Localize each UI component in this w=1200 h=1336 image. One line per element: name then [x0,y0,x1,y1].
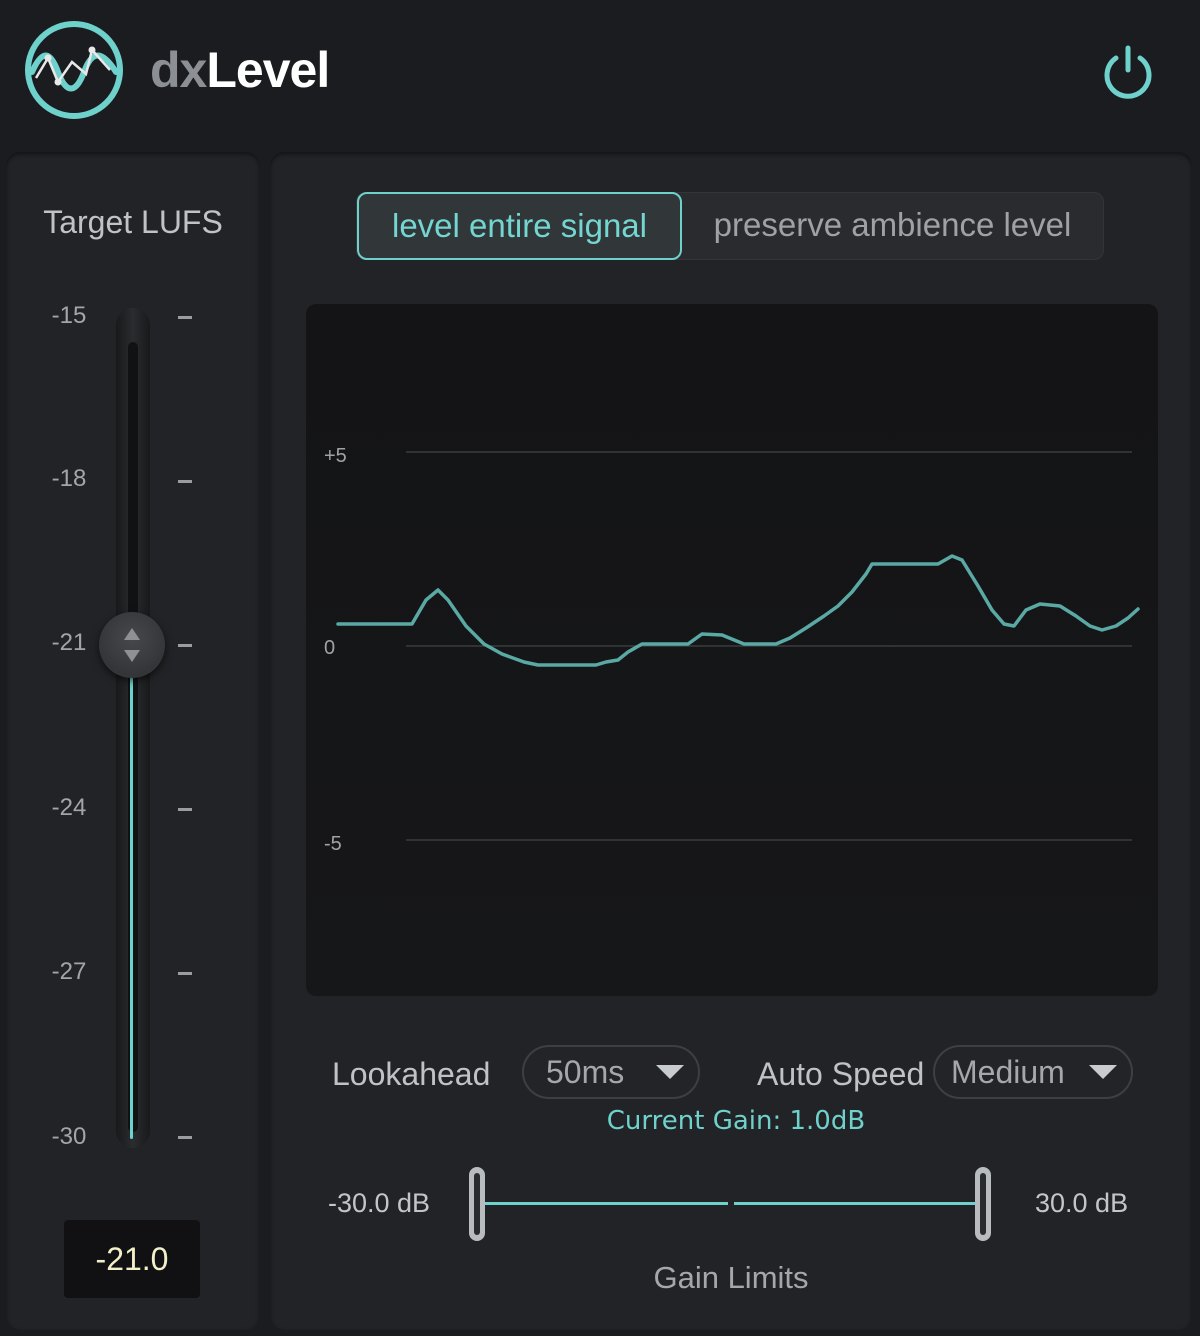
up-down-arrows-icon [124,628,140,662]
target-slider-thumb[interactable] [99,612,165,678]
auto-speed-value: Medium [951,1054,1065,1090]
graph-y-tick: +5 [324,445,347,467]
target-tick-label: -18 [51,465,87,492]
chevron-down-icon [656,1065,684,1079]
graph-y-tick: -5 [324,833,342,855]
target-tick-label: -24 [51,794,87,821]
target-tick-mark [178,1136,192,1139]
gain-limit-max-handle[interactable] [975,1167,991,1241]
target-tick-label: -30 [51,1123,87,1150]
target-tick-label: -15 [51,302,87,329]
target-value-readout[interactable]: -21.0 [64,1220,200,1298]
mode-preserve-ambience[interactable]: preserve ambience level [713,206,1072,243]
target-tick-mark [178,480,192,483]
gain-limits-center-notch [728,1198,734,1209]
target-tick-mark [178,316,192,319]
chevron-down-icon [1089,1065,1117,1079]
target-lufs-panel: Target LUFS -15 -18 -21 -24 -27 -30 -21.… [6,152,260,1330]
gain-graph: +5 0 -5 Current Gain: 1.0dB [306,304,1158,1136]
target-lufs-label: Target LUFS [43,204,223,240]
gain-limit-max-label: 30.0 dB [1035,1188,1129,1218]
target-tick-mark [178,972,192,975]
wave-logo-icon [25,21,123,119]
auto-speed-label: Auto Speed [757,1056,925,1092]
gain-history-line [336,554,1140,667]
app-title: dxLevel [150,40,330,100]
target-tick-label: -21 [51,629,87,656]
graph-y-tick: 0 [324,637,335,659]
gain-limits-title: Gain Limits [653,1260,809,1295]
app-title-main: Level [206,42,330,98]
mode-level-entire-signal[interactable]: level entire signal [357,192,682,260]
target-tick-label: -27 [51,958,87,985]
target-tick-mark [178,644,192,647]
auto-speed-dropdown[interactable]: Medium [933,1045,1133,1099]
mode-segmented-control: level entire signal preserve ambience le… [356,192,1104,260]
lookahead-label: Lookahead [332,1056,491,1092]
gain-graph-canvas: +5 0 -5 [324,445,1140,855]
lookahead-dropdown[interactable]: 50ms [522,1045,700,1099]
lookahead-value: 50ms [546,1054,625,1090]
target-tick-mark [178,808,192,811]
gain-limit-min-label: -30.0 dB [328,1188,431,1218]
main-panel: level entire signal preserve ambience le… [270,152,1192,1330]
current-gain-readout: Current Gain: 1.0dB [606,1106,866,1136]
gain-limit-min-handle[interactable] [469,1167,485,1241]
power-icon[interactable] [1100,44,1156,100]
app-title-prefix: dx [150,42,207,98]
target-slider-fill [130,677,133,1139]
target-slider-groove [128,342,138,1132]
